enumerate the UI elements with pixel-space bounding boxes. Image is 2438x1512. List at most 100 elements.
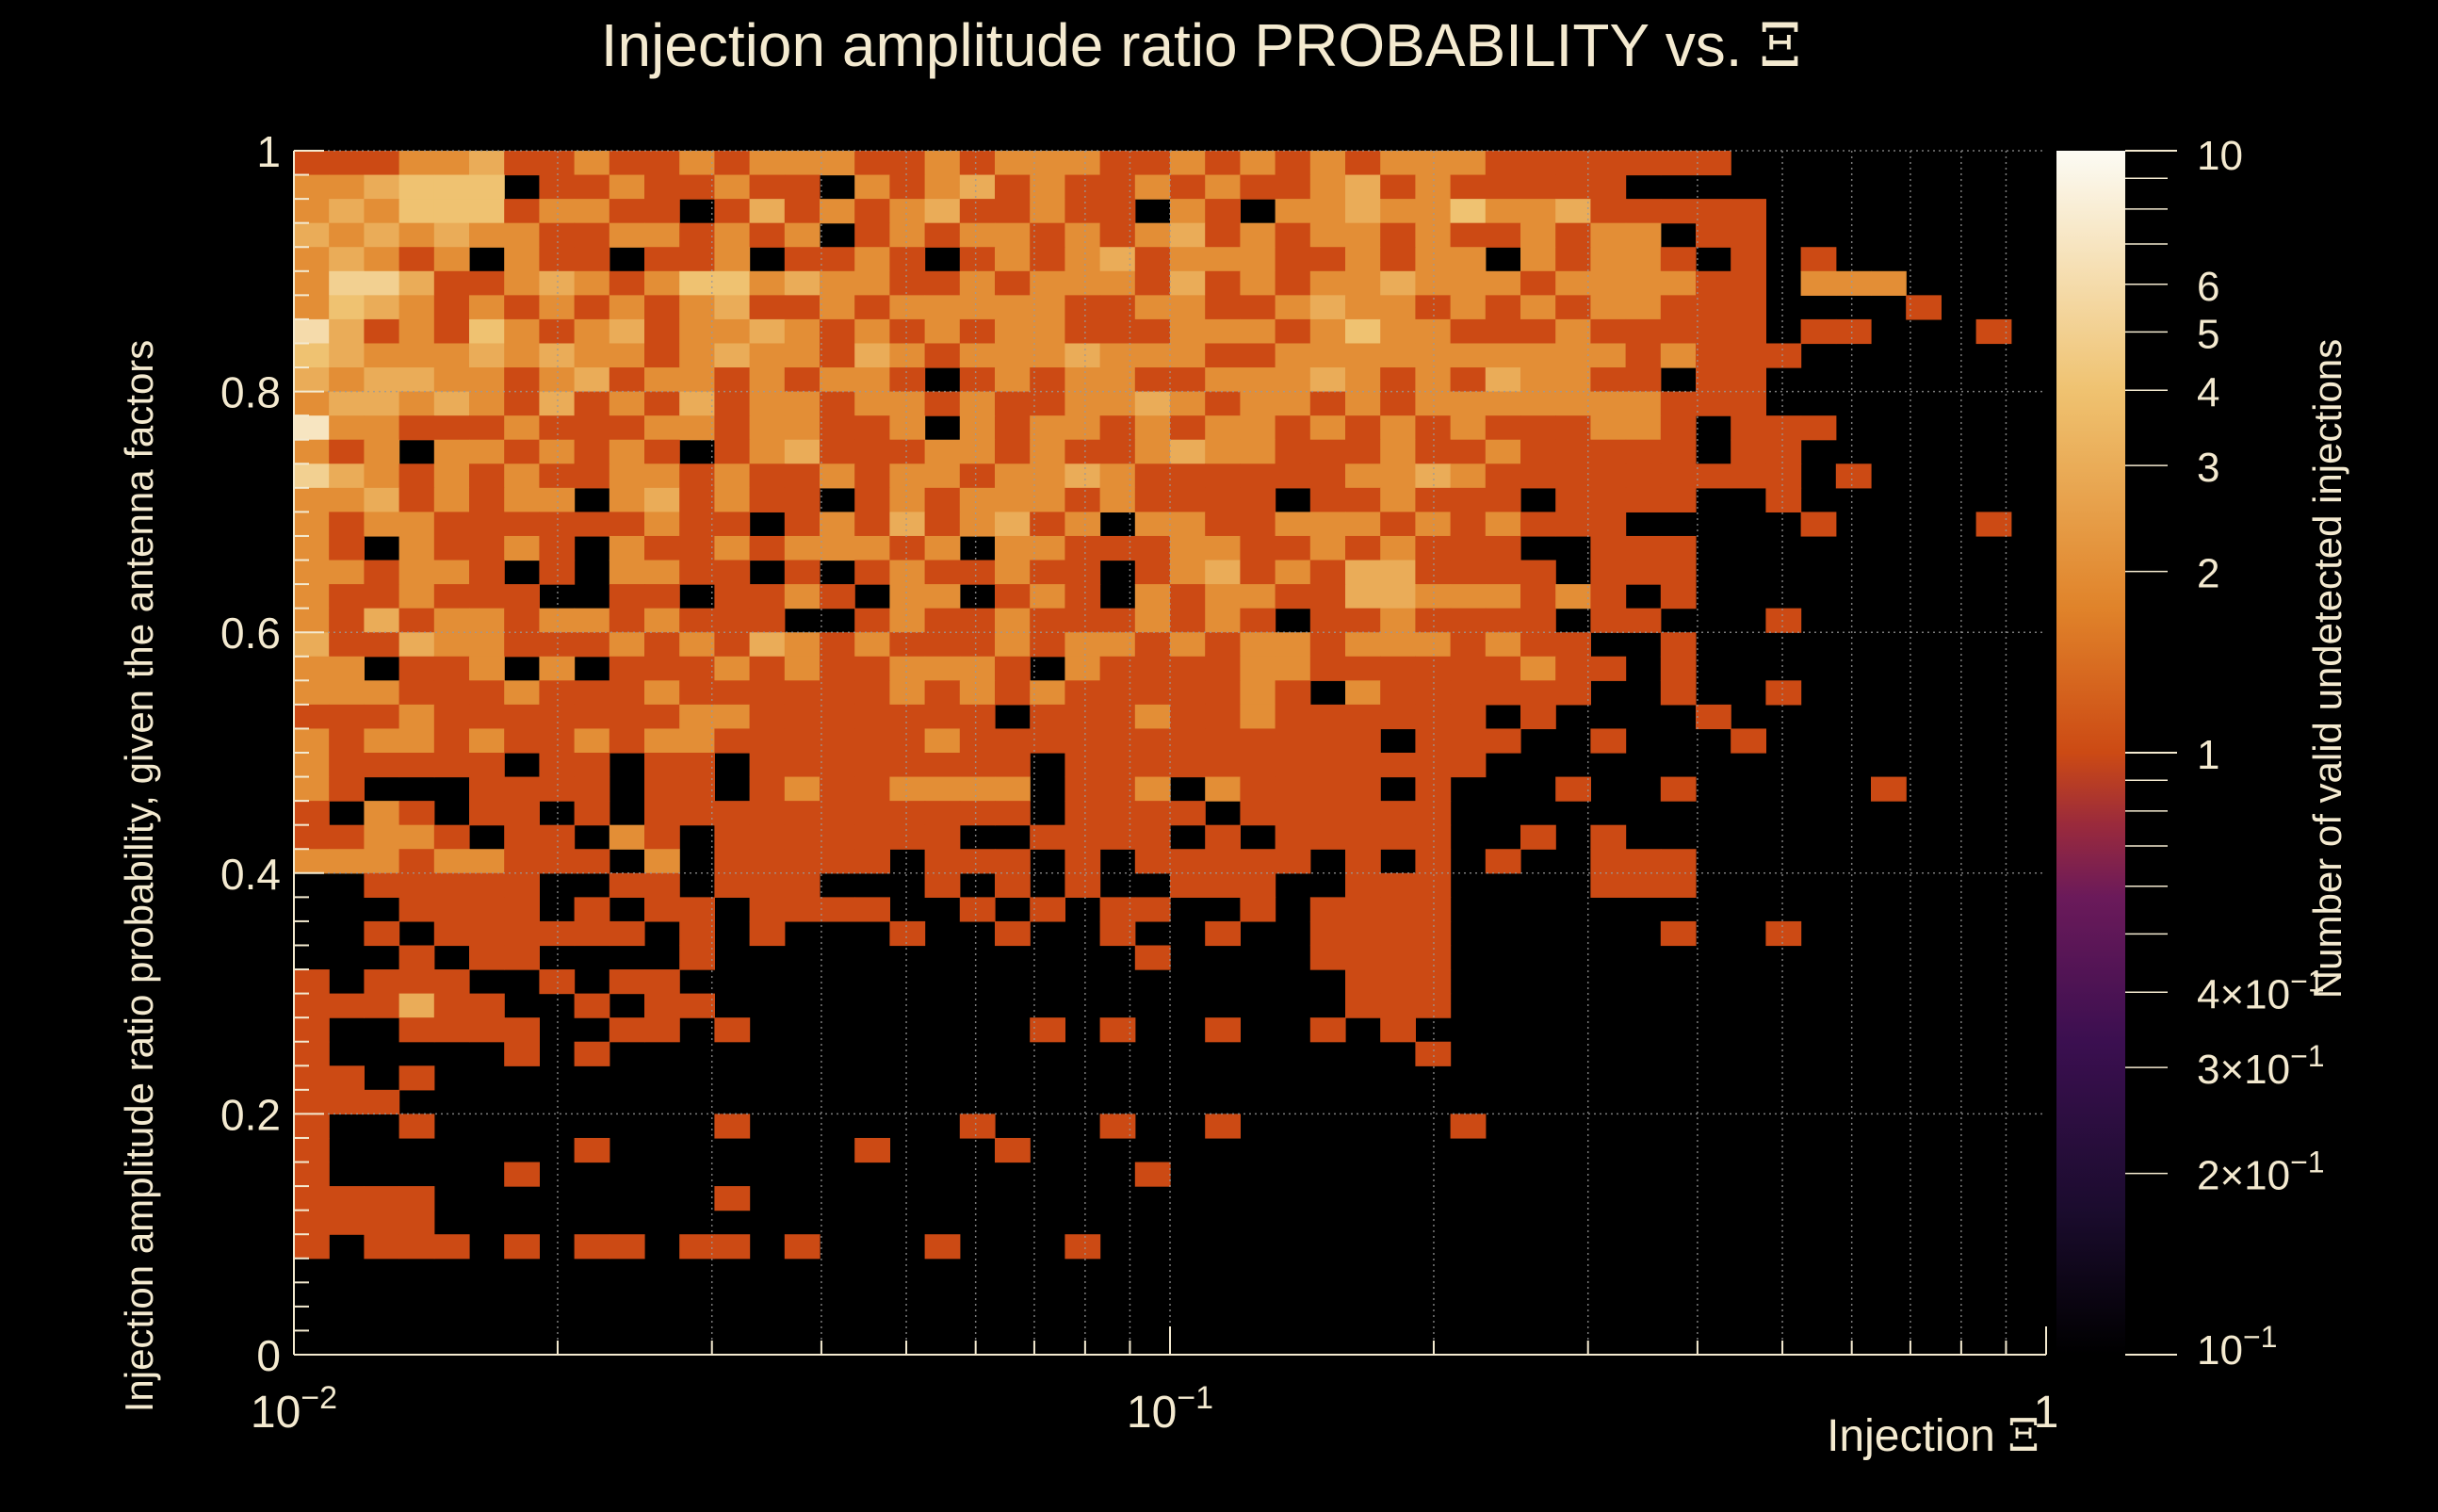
heatmap-bin — [1030, 415, 1065, 441]
heatmap-bin — [1380, 969, 1416, 995]
heatmap-bin — [1765, 439, 1802, 464]
heatmap-bin — [1520, 222, 1556, 248]
heatmap-bin — [504, 776, 540, 802]
heatmap-bin — [1309, 343, 1346, 368]
heatmap-bin — [995, 391, 1031, 416]
heatmap-bin — [1065, 728, 1101, 754]
heatmap-bin — [1450, 487, 1487, 512]
heatmap-bin — [889, 270, 926, 296]
heatmap-bin — [539, 728, 576, 754]
heatmap-bin — [1625, 343, 1662, 368]
heatmap-bin — [469, 222, 505, 248]
heatmap-bin — [539, 535, 576, 561]
x-axis-ticks: 10−2 10−1 1 — [251, 1326, 2058, 1438]
heatmap-bin — [1520, 367, 1556, 393]
heatmap-bin — [889, 535, 926, 561]
heatmap-bin — [784, 439, 821, 464]
heatmap-bin — [749, 584, 786, 610]
heatmap-bin — [574, 439, 610, 464]
heatmap-bin — [1380, 560, 1416, 585]
heatmap-bin — [1134, 584, 1171, 610]
heatmap-bin — [995, 849, 1031, 874]
heatmap-bin — [1555, 199, 1591, 224]
heatmap-bin — [1835, 463, 1872, 489]
heatmap-bin — [1520, 656, 1556, 681]
heatmap-bin — [1485, 849, 1521, 874]
heatmap-bin — [294, 849, 330, 874]
heatmap-bin — [644, 753, 680, 778]
heatmap-bin — [364, 560, 400, 585]
heatmap-bin — [1134, 535, 1171, 561]
heatmap-bin — [504, 439, 540, 464]
heatmap-bin — [504, 632, 540, 658]
heatmap-bin — [1520, 608, 1556, 633]
heatmap-bin — [294, 1041, 330, 1066]
heatmap-bin — [1240, 512, 1276, 537]
heatmap-bin — [1309, 270, 1346, 296]
heatmap-bin — [995, 776, 1031, 802]
heatmap-bin — [1275, 512, 1311, 537]
heatmap-bin — [1380, 680, 1416, 706]
heatmap-bin — [329, 512, 365, 537]
heatmap-bin — [398, 993, 435, 1018]
heatmap-bin — [1520, 439, 1556, 464]
heatmap-bin — [609, 1017, 645, 1043]
heatmap-bin — [1696, 704, 1731, 730]
heatmap-bin — [714, 680, 751, 706]
heatmap-bin — [469, 415, 505, 441]
heatmap-bin — [784, 174, 821, 200]
heatmap-bin — [959, 151, 996, 176]
heatmap-bin — [294, 535, 330, 561]
heatmap-bin — [364, 872, 400, 898]
heatmap-bin — [433, 535, 470, 561]
heatmap-bin — [1170, 704, 1206, 730]
heatmap-bin — [1765, 680, 1802, 706]
heatmap-bin — [959, 487, 996, 512]
heatmap-bin — [398, 849, 435, 874]
heatmap-bin — [1065, 487, 1101, 512]
heatmap-bin — [433, 993, 470, 1018]
heatmap-bin — [1309, 656, 1346, 681]
heatmap-bin — [1345, 535, 1381, 561]
heatmap-bin — [714, 824, 751, 850]
heatmap-bin — [995, 512, 1031, 537]
heatmap-bin — [1065, 343, 1101, 368]
heatmap-bin — [1345, 945, 1381, 970]
heatmap-bin — [433, 1234, 470, 1260]
heatmap-bin — [1555, 247, 1591, 272]
heatmap-bin — [1065, 247, 1101, 272]
heatmap-bin — [854, 318, 890, 345]
heatmap-bin — [679, 776, 715, 802]
heatmap-bin — [504, 945, 540, 970]
heatmap-bin — [959, 247, 996, 272]
heatmap-bin — [1240, 632, 1276, 658]
heatmap-bin — [398, 969, 435, 995]
heatmap-bin — [854, 295, 890, 320]
heatmap-bin — [294, 512, 330, 537]
heatmap-bin — [364, 222, 400, 248]
heatmap-bin — [1765, 487, 1802, 512]
heatmap-bin — [398, 512, 435, 537]
heatmap-bin — [294, 174, 330, 200]
heatmap-bin — [644, 512, 680, 537]
heatmap-bin — [609, 439, 645, 464]
heatmap-bin — [1345, 415, 1381, 441]
heatmap-bin — [469, 343, 505, 368]
heatmap-bin — [1450, 1114, 1487, 1139]
heatmap-bin — [714, 367, 751, 393]
heatmap-bin — [609, 560, 645, 585]
heatmap-bin — [1030, 174, 1065, 200]
heatmap-bin — [714, 584, 751, 610]
heatmap-bin — [1871, 270, 1907, 296]
heatmap-bin — [329, 295, 365, 320]
heatmap-bin — [1450, 656, 1487, 681]
heatmap-bin — [1345, 969, 1381, 995]
heatmap-bin — [469, 512, 505, 537]
heatmap-bin — [1309, 318, 1346, 345]
heatmap-bin — [294, 608, 330, 633]
heatmap-bin — [644, 535, 680, 561]
heatmap-bin — [679, 632, 715, 658]
heatmap-bin — [1731, 415, 1766, 441]
heatmap-bin — [433, 656, 470, 681]
heatmap-bin — [1731, 270, 1766, 296]
